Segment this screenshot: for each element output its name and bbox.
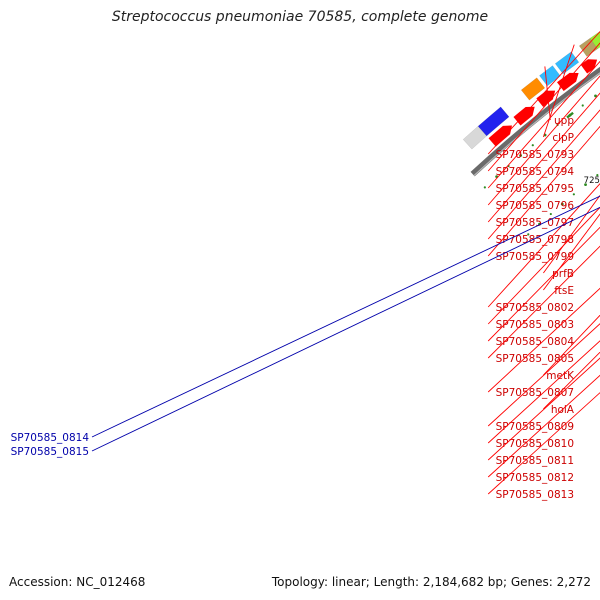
gene-callout-line xyxy=(543,213,600,291)
gene-callout-line xyxy=(487,206,600,325)
gene-callout-line xyxy=(544,66,551,121)
gene-label: SP70585_0805 xyxy=(496,353,574,365)
track-dot xyxy=(584,183,587,187)
tick-label: 725 kbp xyxy=(584,176,600,186)
gene-callout-line xyxy=(91,206,600,452)
gene-label: SP70585_0804 xyxy=(496,336,575,348)
gene-label: SP70585_0799 xyxy=(496,251,574,263)
gene-label: SP70585_0796 xyxy=(496,200,575,212)
track-dot xyxy=(531,144,534,147)
track-dot xyxy=(519,154,523,157)
gene-label: SP70585_0797 xyxy=(496,217,574,229)
gene-callout-line xyxy=(487,125,600,257)
gene-callout-line xyxy=(487,30,600,155)
gene-label: SP70585_0815 xyxy=(11,446,89,458)
gene-callout-line xyxy=(91,195,600,438)
gene-label: holA xyxy=(551,404,575,416)
track-dot xyxy=(483,186,486,189)
backbone-arc xyxy=(470,66,600,177)
gene-label: SP70585_0794 xyxy=(496,166,575,178)
gene-label: SP70585_0807 xyxy=(496,387,574,399)
gene-callout-line xyxy=(487,42,600,172)
tick-mark xyxy=(566,111,574,119)
cog-feature-band xyxy=(520,77,546,101)
genome-title: Streptococcus pneumoniae 70585, complete… xyxy=(111,9,489,25)
forward-gene-arrow xyxy=(488,125,512,147)
gene-label: SP70585_0802 xyxy=(496,302,574,314)
cog-feature-band xyxy=(477,106,510,137)
gene-callout-line xyxy=(487,109,600,240)
backbone-layer xyxy=(470,66,600,177)
gene-callout-line xyxy=(487,226,600,342)
cog-feature-band xyxy=(462,125,487,150)
forward-gene-arrow xyxy=(536,90,556,108)
gene-callout-line xyxy=(487,75,600,206)
track-dot xyxy=(596,174,599,177)
gene-label: SP70585_0814 xyxy=(11,432,90,444)
gene-callout-line xyxy=(487,60,600,189)
accession-text: Accession: NC_012468 xyxy=(9,575,146,589)
cog-feature-band xyxy=(589,31,600,50)
gene-label: SP70585_0795 xyxy=(496,183,574,195)
gene-label: SP70585_0803 xyxy=(496,319,574,331)
feature-layer xyxy=(462,31,600,150)
cog-feature-band xyxy=(539,65,561,87)
gene-label: ftsE xyxy=(554,285,574,297)
gene-callout-line xyxy=(487,183,600,308)
gene-callout-line xyxy=(487,245,600,359)
gene-label: metK xyxy=(546,370,575,382)
gene-label: SP70585_0812 xyxy=(496,472,574,484)
track-dot xyxy=(549,212,552,216)
track-dot xyxy=(581,104,584,107)
track-dot xyxy=(594,94,597,98)
gene-label: upp xyxy=(554,115,574,127)
gene-label: SP70585_0810 xyxy=(496,438,574,450)
track-dot xyxy=(572,193,575,196)
gene-label: SP70585_0798 xyxy=(496,234,574,246)
forward-gene-arrow xyxy=(580,59,598,74)
gene-label: SP70585_0811 xyxy=(496,455,574,467)
track-dot xyxy=(560,202,564,206)
gene-callout-line xyxy=(487,92,600,223)
genome-summary-text: Topology: linear; Length: 2,184,682 bp; … xyxy=(271,575,591,589)
label-layer: uppclpPSP70585_0793SP70585_0794SP70585_0… xyxy=(11,30,600,501)
gene-callout-line xyxy=(487,287,600,393)
gene-label: SP70585_0813 xyxy=(496,489,574,501)
gene-label: clpP xyxy=(552,132,574,144)
gene-label: SP70585_0809 xyxy=(496,421,574,433)
gene-callout-line xyxy=(543,194,600,274)
track-dot xyxy=(527,233,530,236)
cog-feature-band xyxy=(578,37,598,57)
backbone-highlight xyxy=(473,72,600,177)
